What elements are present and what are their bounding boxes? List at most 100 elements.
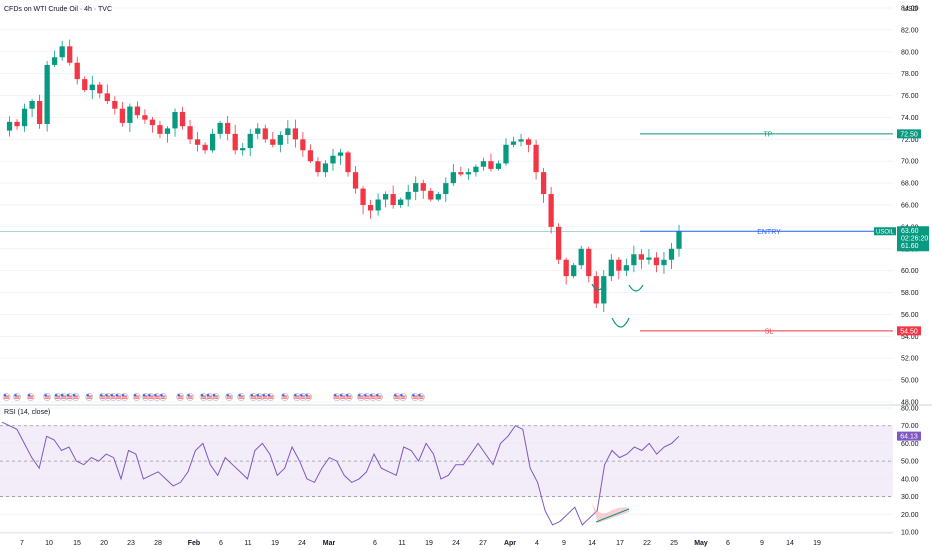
flag-stripe bbox=[143, 397, 149, 399]
economic-event-flag-icon[interactable] bbox=[399, 393, 407, 401]
rsi-title: RSI (14, close) bbox=[4, 409, 50, 416]
flag-stripe bbox=[27, 395, 34, 397]
symbol-tag bbox=[874, 227, 896, 236]
price-axis[interactable]: 84.00 82.00 80.00 78.00 76.00 74.00 72.00 70.00… bbox=[901, 6, 919, 407]
candle bbox=[668, 242, 675, 269]
flag-stripe bbox=[358, 395, 364, 397]
flag-stripe bbox=[300, 397, 306, 399]
candle bbox=[428, 187, 434, 202]
time-axis[interactable]: 7 10 15 20 23 28 Feb 6 11 19 24 Mar 6 11 19 24 27 Apr 4 9 14… bbox=[20, 540, 821, 547]
economic-event-flag-icon[interactable] bbox=[249, 393, 258, 401]
economic-event-flag-icon[interactable] bbox=[374, 393, 383, 401]
candle bbox=[285, 120, 291, 145]
economic-event-flag-icon[interactable] bbox=[2, 393, 11, 401]
candle bbox=[187, 119, 193, 145]
candle bbox=[616, 257, 622, 280]
candle-body bbox=[240, 148, 246, 151]
economic-event-flag-icon[interactable] bbox=[411, 393, 419, 401]
economic-event-flag-icon[interactable] bbox=[225, 393, 234, 401]
flag-stripe bbox=[418, 397, 424, 399]
economic-event-flag-icon[interactable] bbox=[13, 393, 21, 401]
flag-stripe bbox=[262, 395, 268, 397]
flag-stripe bbox=[207, 397, 213, 399]
economic-event-flag-icon[interactable] bbox=[237, 393, 246, 401]
economic-event-flag-icon[interactable] bbox=[132, 393, 141, 401]
economic-event-flag-icon[interactable] bbox=[292, 393, 301, 401]
economic-event-flag-icon[interactable] bbox=[43, 393, 52, 401]
rsi-tick-label: 50.00 bbox=[901, 459, 919, 466]
economic-event-flag-icon[interactable] bbox=[255, 393, 264, 401]
tp-price-tag bbox=[897, 129, 921, 139]
candle bbox=[240, 143, 246, 156]
economic-event-flag-icon[interactable] bbox=[211, 393, 220, 401]
rsi-axis[interactable]: 80.00 70.00 60.00 50.00 40.00 30.00 20.00 10.00 bbox=[901, 406, 919, 537]
current-price-tag bbox=[897, 226, 929, 252]
economic-event-flag-icon[interactable] bbox=[85, 393, 94, 401]
economic-event-flag-icon[interactable] bbox=[298, 393, 307, 401]
candle-body bbox=[164, 128, 171, 134]
price-tick-label: 56.00 bbox=[901, 312, 919, 319]
time-tick-label: 19 bbox=[813, 540, 821, 547]
flag-stripe bbox=[200, 397, 207, 399]
economic-event-flag-icon[interactable] bbox=[199, 393, 208, 401]
candle-body bbox=[668, 248, 675, 260]
candle-body bbox=[300, 139, 306, 151]
economic-event-flag-icon[interactable] bbox=[120, 393, 129, 401]
flag-stripe bbox=[44, 397, 50, 399]
trade-levels[interactable]: TP 72.50 ENTRY SL 54.50 bbox=[0, 129, 921, 336]
candle bbox=[473, 164, 479, 177]
price-tick-label: 80.00 bbox=[901, 49, 919, 56]
countdown-text: 02:26:20 bbox=[901, 235, 928, 242]
economic-event-flag-icon[interactable] bbox=[344, 393, 353, 401]
economic-event-flag-icon[interactable] bbox=[159, 393, 167, 401]
flag-stripe bbox=[100, 395, 106, 397]
time-tick-label: 22 bbox=[643, 540, 651, 547]
candle-body bbox=[307, 150, 314, 162]
candle-body bbox=[540, 172, 547, 195]
price-tick-label: 50.00 bbox=[901, 378, 919, 385]
flag-stripe bbox=[412, 395, 418, 397]
economic-event-flag-icon[interactable] bbox=[104, 393, 112, 401]
candle-body bbox=[157, 125, 163, 134]
candle bbox=[164, 126, 171, 143]
flag-stripe bbox=[262, 397, 268, 399]
candle bbox=[209, 128, 216, 153]
economic-event-flag-icon[interactable] bbox=[266, 393, 275, 401]
flag-canton bbox=[376, 394, 379, 397]
flag-stripe bbox=[213, 395, 219, 397]
flag-stripe bbox=[86, 397, 92, 399]
economic-event-flag-icon[interactable] bbox=[368, 393, 377, 401]
candle-body bbox=[142, 115, 148, 120]
candle-body bbox=[450, 172, 456, 184]
economic-event-flag-icon[interactable] bbox=[280, 393, 289, 401]
economic-event-flag-icon[interactable] bbox=[141, 393, 150, 401]
candle-body bbox=[510, 141, 517, 145]
flag-stripe bbox=[177, 397, 183, 399]
flag-stripe bbox=[300, 395, 306, 397]
economic-event-flag-icon[interactable] bbox=[65, 393, 74, 401]
economic-event-flag-icon[interactable] bbox=[356, 393, 365, 401]
flag-stripe bbox=[148, 395, 154, 397]
economic-event-flag-icon[interactable] bbox=[71, 393, 80, 401]
economic-event-flag-icon[interactable] bbox=[304, 393, 313, 401]
rsi-tick-label: 10.00 bbox=[901, 530, 919, 537]
candle bbox=[277, 131, 283, 153]
economic-event-flag-icon[interactable] bbox=[176, 393, 185, 401]
economic-event-flag-icon[interactable] bbox=[186, 393, 194, 401]
economic-event-flag-icon[interactable] bbox=[26, 393, 35, 401]
head-shoulders-drawing[interactable] bbox=[591, 283, 644, 328]
candle bbox=[623, 258, 629, 277]
flag-canton bbox=[370, 394, 373, 397]
tp-label: TP bbox=[764, 131, 773, 138]
candle-body bbox=[44, 64, 50, 125]
flag-stripe bbox=[115, 395, 122, 397]
candle-body bbox=[428, 190, 434, 200]
time-tick-label: May bbox=[694, 540, 708, 547]
economic-events-row[interactable] bbox=[2, 393, 425, 401]
candle-body bbox=[646, 257, 652, 260]
rsi-divergence-drawing[interactable] bbox=[591, 500, 630, 523]
economic-event-flag-icon[interactable] bbox=[417, 393, 425, 401]
economic-event-flag-icon[interactable] bbox=[338, 393, 347, 401]
economic-event-flag-icon[interactable] bbox=[393, 393, 401, 401]
